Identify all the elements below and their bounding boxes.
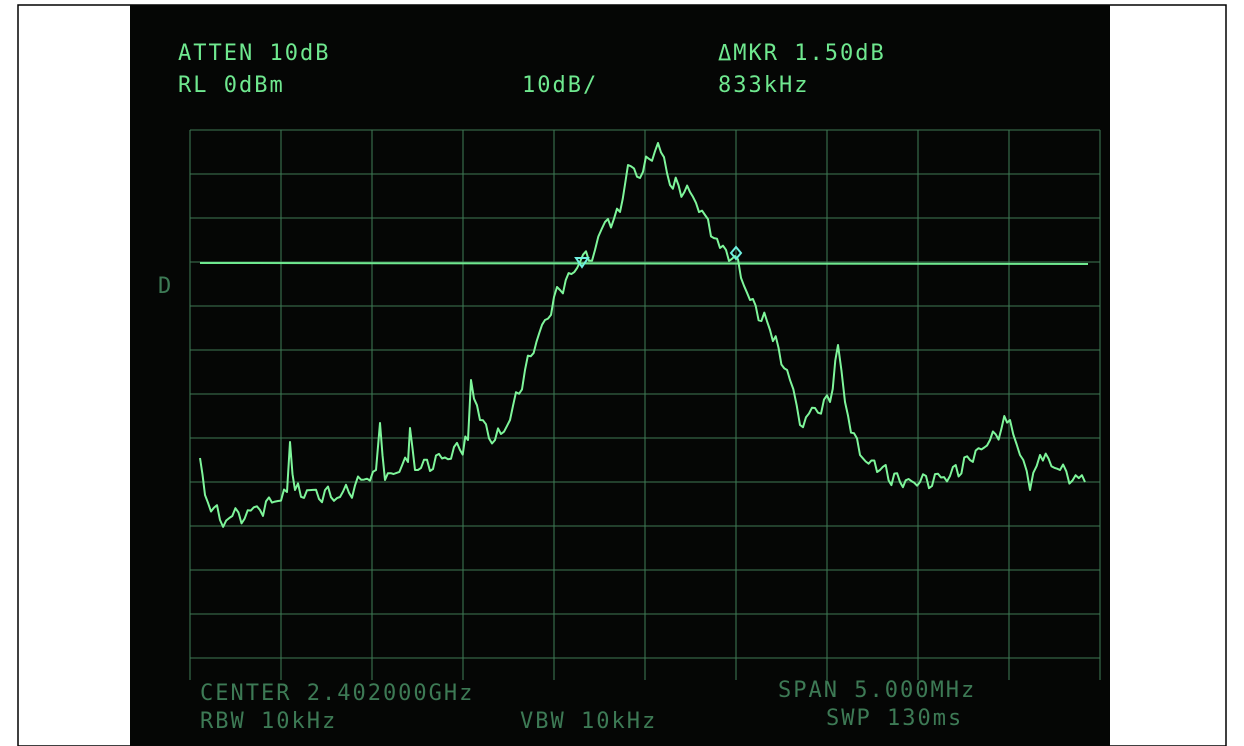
marker-diamond <box>729 245 743 261</box>
marker-freq: 833kHz <box>718 73 809 98</box>
vbw: VBW 10kHz <box>520 709 657 734</box>
span: SPAN 5.000MHz <box>778 678 976 703</box>
atten: ATTEN 10dB <box>178 41 330 66</box>
sweep: SWP 130ms <box>826 706 963 731</box>
ref-level: RL 0dBm <box>178 73 285 98</box>
delta-marker: ΔMKR 1.50dB <box>718 41 886 66</box>
center-freq: CENTER 2.402000GHz <box>200 681 474 706</box>
scale: 10dB/ <box>522 73 598 98</box>
marker-triangle <box>574 257 590 269</box>
d-label: D <box>158 274 173 299</box>
rbw: RBW 10kHz <box>200 709 337 734</box>
display-line <box>199 262 1089 265</box>
spectrum-trace <box>199 142 1086 528</box>
graticule <box>189 129 1101 680</box>
photo <box>130 5 1110 746</box>
